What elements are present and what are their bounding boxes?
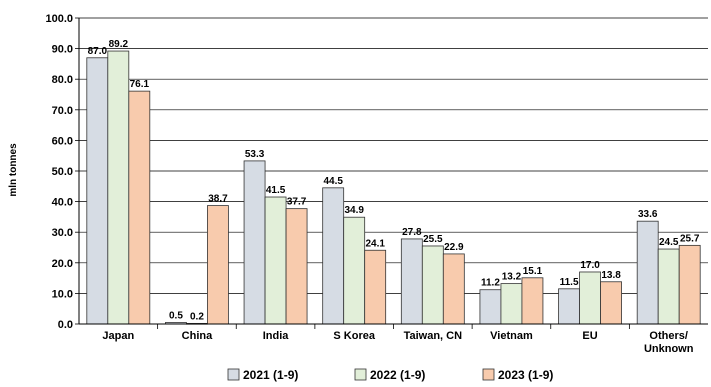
data-label: 76.1 <box>130 79 150 90</box>
bar <box>285 208 308 325</box>
legend-swatch <box>482 368 495 381</box>
bar <box>343 216 366 325</box>
bar <box>678 244 701 325</box>
x-axis-categories: Japan China India S Korea Taiwan, CN Vietnam E… <box>102 330 693 355</box>
axes <box>78 18 708 329</box>
bar <box>479 289 502 325</box>
y-tick-label: 10.0 <box>52 288 73 300</box>
y-tick-label: 50.0 <box>52 166 73 178</box>
bar <box>207 205 229 325</box>
data-label: 24.5 <box>659 237 679 248</box>
bar <box>400 238 423 325</box>
legend-label: 2023 (1-9) <box>498 368 553 382</box>
data-label: 11.2 <box>481 278 500 289</box>
x-category-label: EU <box>582 330 597 342</box>
y-tick-label: 20.0 <box>52 258 73 270</box>
y-tick-label: 30.0 <box>52 227 73 239</box>
x-category-label-line: India <box>263 330 290 342</box>
x-category-label: Vietnam <box>490 330 533 342</box>
x-category-label: India <box>263 330 290 342</box>
gridlines <box>75 17 708 325</box>
bar <box>264 196 287 325</box>
bar <box>500 283 523 325</box>
data-label: 22.9 <box>444 242 464 253</box>
x-category-label: Taiwan, CN <box>404 330 463 342</box>
x-category-label: S Korea <box>333 330 375 342</box>
data-label: 33.6 <box>638 209 658 220</box>
x-category-label: Japan <box>102 330 134 342</box>
data-label: 0.2 <box>190 311 204 322</box>
x-category-label-line: Others/ <box>649 330 688 342</box>
bar <box>128 90 151 325</box>
data-label: 11.5 <box>560 277 579 288</box>
bar <box>107 50 130 325</box>
data-label: 44.5 <box>323 176 343 187</box>
x-category-label-line: EU <box>582 330 597 342</box>
data-label: 53.3 <box>245 149 265 160</box>
bars <box>86 50 701 325</box>
data-label: 89.2 <box>109 39 129 50</box>
legend-swatch <box>227 368 240 381</box>
y-tick-label: 60.0 <box>52 135 73 147</box>
legend-swatch <box>354 368 367 381</box>
bar <box>600 281 622 325</box>
x-category-label-line: Unknown <box>644 343 694 355</box>
x-category-label-line: Vietnam <box>490 330 533 342</box>
x-category-label-line: Japan <box>102 330 134 342</box>
y-tick-label: 90.0 <box>52 44 73 56</box>
data-label: 87.0 <box>88 46 108 57</box>
y-tick-label: 100.0 <box>45 13 73 25</box>
x-category-label-line: S Korea <box>333 330 375 342</box>
bar <box>322 187 345 325</box>
data-label: 13.2 <box>502 272 522 283</box>
bar <box>558 288 580 325</box>
data-label: 38.7 <box>208 194 228 205</box>
bar <box>636 220 659 325</box>
data-label: 34.9 <box>344 205 364 216</box>
data-label: 41.5 <box>266 185 286 196</box>
legend-label: 2021 (1-9) <box>243 368 298 382</box>
x-category-label: Others/Unknown <box>644 330 694 355</box>
legend-label: 2022 (1-9) <box>370 368 425 382</box>
bar <box>521 277 544 325</box>
data-label: 17.0 <box>580 260 600 271</box>
x-category-label-line: Taiwan, CN <box>404 330 463 342</box>
bar <box>442 253 465 325</box>
data-labels: 87.089.2 76.1 0.5 0.2 38.7 53.3 41.537.7 44.5 34… <box>88 39 700 322</box>
y-tick-label: 0.0 <box>58 319 73 331</box>
bar <box>421 245 444 325</box>
data-label: 24.1 <box>365 238 385 249</box>
y-tick-label: 80.0 <box>52 74 73 86</box>
bar <box>657 248 680 325</box>
y-tick-label: 40.0 <box>52 197 73 209</box>
y-axis-label: mln tonnes <box>8 143 19 197</box>
data-label: 15.1 <box>523 266 543 277</box>
data-label: 37.7 <box>287 197 307 208</box>
legend: 2021 (1-9) 2022 (1-9) 2023 (1-9) <box>227 368 553 382</box>
bar <box>579 271 601 325</box>
x-category-label-line: China <box>182 330 213 342</box>
data-label: 25.7 <box>680 233 700 244</box>
bar <box>243 160 266 325</box>
data-label: 0.5 <box>169 310 183 321</box>
data-label: 25.5 <box>423 234 443 245</box>
data-label: 27.8 <box>402 227 422 238</box>
data-label: 13.8 <box>601 270 621 281</box>
y-tick-label: 70.0 <box>52 105 73 117</box>
bar <box>86 57 109 325</box>
x-category-label: China <box>182 330 213 342</box>
bar <box>364 249 387 325</box>
y-axis-ticks: 0.0 10.0 20.0 30.0 40.0 50.0 60.0 70.0 80.0 90.0 1… <box>45 13 73 331</box>
